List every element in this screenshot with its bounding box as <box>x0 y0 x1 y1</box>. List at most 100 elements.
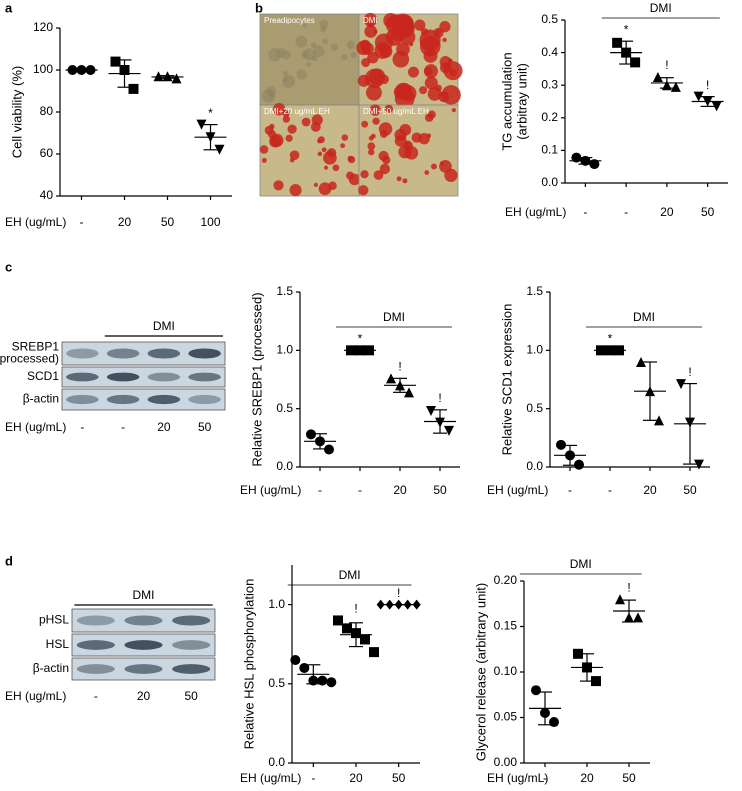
point <box>693 91 704 102</box>
lipid-droplet <box>393 85 409 100</box>
y-axis-label: Cell viability (%) <box>9 66 24 158</box>
lipid-droplet <box>273 103 286 116</box>
point <box>636 357 646 367</box>
lipid-droplet <box>321 147 327 153</box>
lipid-droplet <box>447 58 453 64</box>
bracket-label: DMI <box>650 1 672 15</box>
blot-band <box>76 615 115 626</box>
annotation: ! <box>354 602 357 616</box>
y-tick-label: 0.0 <box>268 755 285 769</box>
lane-label: - <box>121 420 125 434</box>
blot-band <box>66 394 99 405</box>
lipid-droplet <box>364 68 385 89</box>
annotation: ! <box>627 580 630 594</box>
point <box>333 615 343 626</box>
lipid-droplet <box>402 178 408 184</box>
bracket-label: DMI <box>570 557 592 571</box>
lipid-droplet <box>264 125 274 135</box>
lipid-droplet <box>394 134 407 147</box>
lipid-droplet <box>442 37 447 43</box>
y-tick-label: 0.05 <box>494 710 518 724</box>
point <box>633 612 643 623</box>
lipid-droplet <box>340 143 346 149</box>
point <box>324 444 334 455</box>
blot-band <box>106 394 140 405</box>
x-tick-label: 50 <box>701 205 715 219</box>
blot-band <box>188 394 221 405</box>
blot-band <box>66 348 99 359</box>
point <box>612 37 623 48</box>
lipid-droplet <box>287 124 297 134</box>
lipid-droplet <box>323 165 329 170</box>
annotation: ! <box>665 58 668 72</box>
lane-label: 50 <box>198 420 212 434</box>
lipid-droplet <box>313 182 318 187</box>
annotation: * <box>608 332 613 346</box>
lipid-droplet <box>273 180 284 191</box>
x-row-label: EH (ug/mL) <box>240 483 301 497</box>
lipid-droplet <box>317 151 323 157</box>
cell <box>296 69 307 80</box>
y-tick-label: 1.0 <box>526 343 543 357</box>
x-tick-label: - <box>311 771 315 785</box>
bracket-label: DMI <box>339 568 361 582</box>
cell <box>350 51 357 59</box>
blot-row <box>61 388 226 411</box>
blot-row <box>71 608 216 633</box>
blot-band <box>172 640 211 650</box>
y-tick-label: 1.5 <box>526 284 543 298</box>
lipid-droplet <box>379 44 393 58</box>
lane-label: 20 <box>137 689 151 703</box>
point <box>426 406 436 416</box>
x-row-label: EH (ug/mL) <box>5 689 66 703</box>
cell <box>311 42 317 49</box>
cell <box>306 61 312 68</box>
y-tick-label: 0.1 <box>541 143 558 157</box>
lipid-droplet <box>424 170 430 175</box>
panel-letter: b <box>255 0 263 15</box>
cell <box>341 53 348 61</box>
cell <box>282 75 295 88</box>
cell <box>301 51 309 58</box>
lipid-droplet <box>348 173 361 186</box>
lipid-droplet <box>373 170 384 180</box>
lipid-droplet <box>310 121 321 132</box>
lipid-droplet <box>414 19 426 31</box>
annotation: * <box>358 332 363 346</box>
lipid-droplet <box>361 42 374 55</box>
y-axis-label: (arbitray unit) <box>514 63 529 140</box>
point <box>589 159 600 170</box>
lipid-droplet <box>430 163 437 170</box>
point <box>376 599 385 610</box>
annotation: ! <box>438 391 441 405</box>
x-tick-label: 50 <box>392 771 406 785</box>
bracket-label: DMI <box>383 310 405 324</box>
blot-band <box>106 348 140 359</box>
blot-row-label: SCD1 <box>27 369 59 383</box>
x-tick-label: 50 <box>433 483 447 497</box>
y-tick-label: 120 <box>33 20 53 34</box>
blot-row-label: SREBP1 <box>12 340 60 354</box>
lipid-droplet <box>259 145 269 154</box>
y-tick-label: 0.10 <box>494 664 518 678</box>
point <box>694 459 704 470</box>
y-tick-label: 0.2 <box>541 110 558 124</box>
point <box>571 152 582 163</box>
x-tick-label: - <box>624 205 628 219</box>
x-tick-label: 50 <box>622 771 636 785</box>
lipid-droplet <box>424 76 438 90</box>
blot-row <box>61 366 226 388</box>
cell <box>276 48 286 58</box>
lipid-droplet <box>361 58 371 68</box>
y-tick-label: 0.00 <box>494 755 518 769</box>
lipid-droplet <box>364 25 378 38</box>
lipid-droplet <box>365 84 382 101</box>
bracket-label: DMI <box>153 319 175 333</box>
x-row-label: EH (ug/mL) <box>487 771 548 785</box>
cell <box>295 35 308 48</box>
x-row-label: EH (ug/mL) <box>5 215 66 229</box>
panel-letter: d <box>5 553 13 568</box>
blot-band <box>76 664 115 674</box>
cell <box>319 19 329 29</box>
